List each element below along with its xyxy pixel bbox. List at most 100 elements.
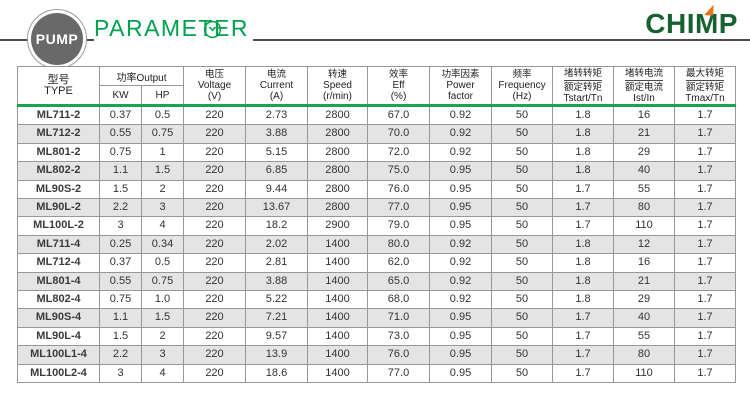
col-header-eff: 效率 Eff (%) <box>367 66 430 107</box>
table-cell: 1400 <box>307 345 368 365</box>
table-cell: 1400 <box>307 271 368 292</box>
table-cell: 220 <box>183 216 246 236</box>
table-cell: 0.92 <box>429 253 492 273</box>
table-cell: 75.0 <box>367 161 430 181</box>
table-cell: 2800 <box>307 179 368 200</box>
table-row: ML801-4 0.55 0.75 220 3.88 1400 65.0 0.92 50 1.8 2… <box>17 271 736 292</box>
table-cell: 40 <box>613 161 675 181</box>
table-cell: ML801-2 <box>17 142 100 163</box>
pump-badge: PUMP <box>31 13 83 65</box>
table-cell: 29 <box>613 142 675 163</box>
col-header-output-group: 功率Output <box>99 66 184 86</box>
table-cell: 71.0 <box>367 308 430 328</box>
table-cell: 1.7 <box>674 124 736 144</box>
table-cell: 0.95 <box>429 326 492 347</box>
table-cell: 29 <box>613 290 675 310</box>
table-cell: 1400 <box>307 326 368 347</box>
table-cell: 16 <box>613 253 675 273</box>
table-cell: 1.7 <box>674 253 736 273</box>
table-cell: 76.0 <box>367 179 430 200</box>
table-cell: 2900 <box>307 216 368 236</box>
table-cell: 0.75 <box>141 124 184 144</box>
table-cell: 55 <box>613 179 675 200</box>
table-cell: 0.75 <box>99 290 142 310</box>
col-header-tstart: 堵转转矩 额定转矩 Tstart/Tn <box>552 66 614 107</box>
table-cell: ML100L2-4 <box>17 363 100 384</box>
table-cell: 2.2 <box>99 345 142 365</box>
table-cell: 80 <box>613 198 675 218</box>
table-cell: ML90S-4 <box>17 308 100 328</box>
table-row: ML90S-4 1.1 1.5 220 7.21 1400 71.0 0.95 50 1.7 40 1… <box>17 308 736 328</box>
table-cell: 2.02 <box>245 234 308 255</box>
table-cell: 0.95 <box>429 345 492 365</box>
table-cell: 80 <box>613 345 675 365</box>
table-cell: 1.7 <box>552 345 614 365</box>
table-cell: 6.85 <box>245 161 308 181</box>
table-cell: 0.92 <box>429 290 492 310</box>
col-header-hp: HP <box>141 85 184 107</box>
table-cell: 1.7 <box>674 198 736 218</box>
table-cell: 2800 <box>307 161 368 181</box>
table-cell: 50 <box>491 179 553 200</box>
table-cell: ML801-4 <box>17 271 100 292</box>
chevron-down-circle-icon <box>203 20 222 39</box>
table-cell: 1.1 <box>99 161 142 181</box>
table-cell: 0.25 <box>99 234 142 255</box>
table-cell: 1400 <box>307 363 368 384</box>
pump-badge-label: PUMP <box>35 31 79 47</box>
table-cell: 50 <box>491 308 553 328</box>
table-cell: 65.0 <box>367 271 430 292</box>
table-cell: ML711-2 <box>17 104 100 126</box>
table-cell: 50 <box>491 253 553 273</box>
table-cell: 220 <box>183 161 246 181</box>
col-header-frequency: 频率 Frequency (Hz) <box>491 66 553 107</box>
table-cell: 2 <box>141 326 184 347</box>
table-cell: 0.92 <box>429 142 492 163</box>
table-cell: 50 <box>491 104 553 126</box>
header-divider-line <box>0 39 750 41</box>
table-cell: 80.0 <box>367 234 430 255</box>
table-row: ML802-2 1.1 1.5 220 6.85 2800 75.0 0.95 50 1.8 40 1… <box>17 161 736 181</box>
table-row: ML90L-4 1.5 2 220 9.57 1400 73.0 0.95 50 1.7 55 1.7 <box>17 326 736 347</box>
table-cell: 9.44 <box>245 179 308 200</box>
table-cell: 0.95 <box>429 308 492 328</box>
table-cell: 50 <box>491 234 553 255</box>
brand-logo: CHIMP <box>645 8 738 40</box>
table-cell: 62.0 <box>367 253 430 273</box>
table-cell: 50 <box>491 198 553 218</box>
table-cell: 1.8 <box>552 124 614 144</box>
table-cell: 2800 <box>307 104 368 126</box>
table-cell: 0.5 <box>141 104 184 126</box>
table-cell: 1.5 <box>99 326 142 347</box>
page-title: PARAMETER <box>94 15 253 42</box>
table-row: ML802-4 0.75 1.0 220 5.22 1400 68.0 0.92 50 1.8 29… <box>17 290 736 310</box>
table-cell: 50 <box>491 271 553 292</box>
col-header-current: 电流 Current (A) <box>245 66 308 107</box>
table-cell: 50 <box>491 216 553 236</box>
table-cell: 1.0 <box>141 290 184 310</box>
table-cell: 3.88 <box>245 271 308 292</box>
table-cell: ML90S-2 <box>17 179 100 200</box>
table-cell: 0.92 <box>429 234 492 255</box>
table-cell: 72.0 <box>367 142 430 163</box>
table-cell: 50 <box>491 290 553 310</box>
col-header-ist: 堵转电流 额定电流 Ist/In <box>613 66 675 107</box>
table-cell: 1.7 <box>674 326 736 347</box>
table-cell: 220 <box>183 290 246 310</box>
table-cell: 1.7 <box>674 179 736 200</box>
table-cell: 220 <box>183 345 246 365</box>
table-cell: 3.88 <box>245 124 308 144</box>
table-cell: 0.95 <box>429 363 492 384</box>
table-cell: 77.0 <box>367 363 430 384</box>
table-cell: 2 <box>141 179 184 200</box>
table-cell: 0.95 <box>429 198 492 218</box>
table-cell: 21 <box>613 124 675 144</box>
table-cell: 5.22 <box>245 290 308 310</box>
table-cell: 70.0 <box>367 124 430 144</box>
table-cell: 1.7 <box>674 142 736 163</box>
table-cell: 77.0 <box>367 198 430 218</box>
table-cell: 220 <box>183 198 246 218</box>
table-cell: 220 <box>183 104 246 126</box>
table-cell: 1 <box>141 142 184 163</box>
table-cell: 1400 <box>307 290 368 310</box>
